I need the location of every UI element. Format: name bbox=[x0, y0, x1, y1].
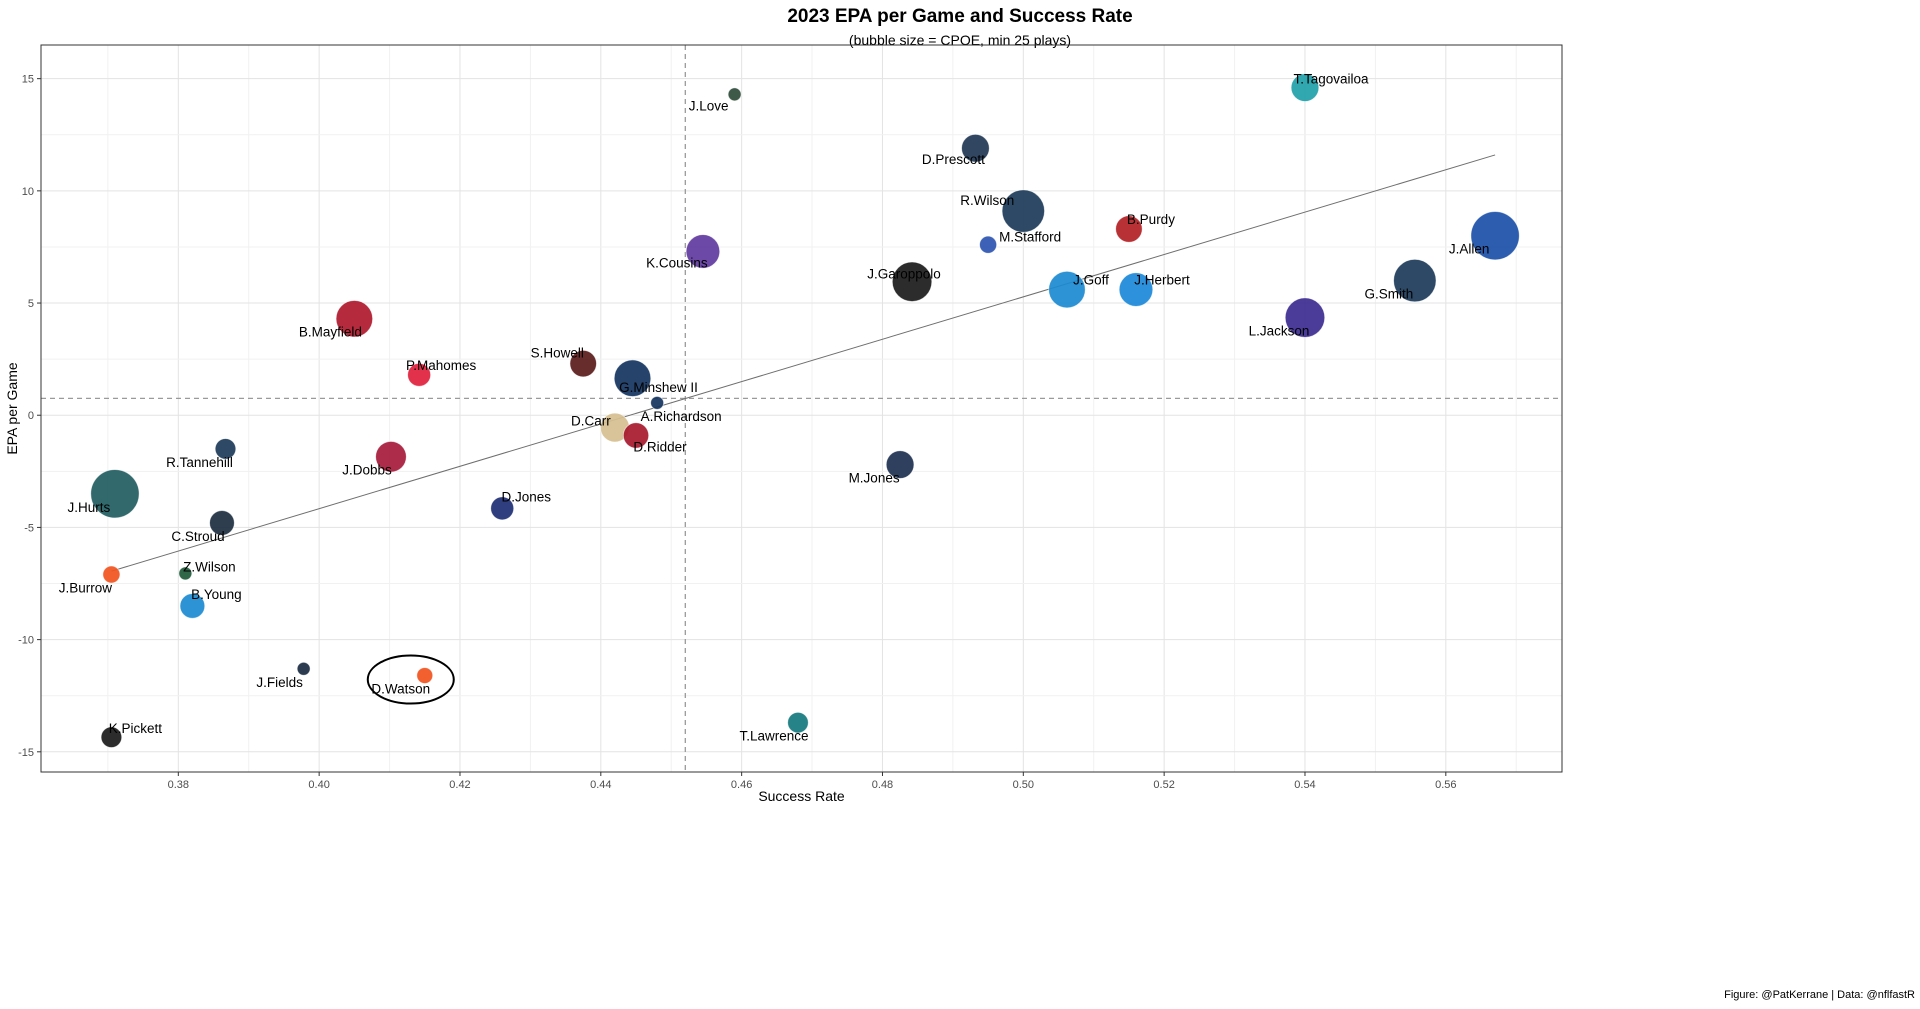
label-z-wilson: Z.Wilson bbox=[183, 559, 236, 574]
label-t-lawrence: T.Lawrence bbox=[739, 729, 808, 744]
chart-subtitle: (bubble size = CPOE, min 25 plays) bbox=[848, 32, 1072, 48]
label-d-carr: D.Carr bbox=[571, 414, 611, 429]
point-d-watson bbox=[416, 667, 434, 684]
y-tick-label: 10 bbox=[22, 186, 34, 198]
highlight-ellipse bbox=[366, 654, 455, 705]
label-j-goff: J.Goff bbox=[1073, 273, 1109, 288]
point-j-goff bbox=[1048, 270, 1086, 309]
point-a-richardson bbox=[650, 396, 665, 410]
y-tick-label: 15 bbox=[22, 74, 34, 86]
label-j-love: J.Love bbox=[689, 98, 729, 113]
y-tick-label: -10 bbox=[18, 635, 34, 647]
point-d-prescott bbox=[961, 133, 990, 163]
label-g-minshew-ii: G.Minshew II bbox=[619, 380, 698, 395]
point-j-dobbs bbox=[375, 441, 407, 473]
point-d-ridder bbox=[622, 422, 650, 449]
grid bbox=[41, 45, 1562, 772]
y-tick-label: -5 bbox=[24, 522, 34, 534]
label-d-jones: D.Jones bbox=[501, 489, 551, 504]
point-j-fields bbox=[296, 661, 311, 676]
panel-border bbox=[40, 44, 1563, 773]
label-r-wilson: R.Wilson bbox=[960, 193, 1014, 208]
label-b-mayfield: B.Mayfield bbox=[299, 325, 362, 340]
point-c-stroud bbox=[209, 510, 235, 536]
point-k-cousins bbox=[685, 234, 721, 269]
point-t-tagovailoa bbox=[1290, 73, 1320, 102]
label-k-pickett: K.Pickett bbox=[109, 721, 163, 736]
x-tick-label: 0.52 bbox=[1153, 779, 1174, 791]
point-b-purdy bbox=[1115, 215, 1143, 243]
point-j-love bbox=[727, 87, 742, 102]
label-j-dobbs: J.Dobbs bbox=[342, 463, 392, 478]
point-s-howell bbox=[569, 349, 597, 378]
label-j-fields: J.Fields bbox=[256, 675, 303, 690]
label-d-ridder: D.Ridder bbox=[633, 439, 687, 454]
x-tick-label: 0.46 bbox=[731, 779, 752, 791]
trend-line bbox=[111, 154, 1496, 572]
label-d-prescott: D.Prescott bbox=[922, 152, 985, 167]
point-d-jones bbox=[490, 496, 515, 521]
label-c-stroud: C.Stroud bbox=[171, 529, 224, 544]
x-tick-label: 0.40 bbox=[308, 779, 329, 791]
point-p-mahomes bbox=[407, 362, 432, 387]
trend-line-group bbox=[111, 154, 1496, 572]
label-j-burrow: J.Burrow bbox=[59, 581, 113, 596]
label-b-young: B.Young bbox=[191, 587, 242, 602]
point-j-hurts bbox=[90, 469, 140, 519]
label-j-hurts: J.Hurts bbox=[68, 500, 111, 515]
point-j-burrow bbox=[102, 565, 121, 584]
x-axis-title: Success Rate bbox=[758, 788, 845, 804]
point-j-herbert bbox=[1118, 272, 1154, 307]
label-a-richardson: A.Richardson bbox=[641, 409, 722, 424]
x-tick-label: 0.42 bbox=[449, 779, 470, 791]
label-k-cousins: K.Cousins bbox=[646, 255, 708, 270]
label-j-herbert: J.Herbert bbox=[1134, 273, 1190, 288]
point-j-garoppolo bbox=[891, 261, 933, 302]
highlight bbox=[366, 654, 455, 705]
label-j-garoppolo: J.Garoppolo bbox=[867, 267, 941, 282]
y-tick-label: 5 bbox=[28, 298, 34, 310]
point-k-pickett bbox=[100, 726, 123, 748]
label-g-smith: G.Smith bbox=[1364, 287, 1413, 302]
y-tick-label: 0 bbox=[28, 410, 34, 422]
label-m-jones: M.Jones bbox=[849, 471, 900, 486]
label-r-tannehill: R.Tannehill bbox=[166, 455, 233, 470]
point-z-wilson bbox=[178, 566, 193, 581]
x-tick-label: 0.50 bbox=[1013, 779, 1034, 791]
point-b-young bbox=[179, 593, 206, 619]
x-tick-label: 0.48 bbox=[872, 779, 893, 791]
point-g-minshew-ii bbox=[613, 359, 652, 397]
label-j-allen: J.Allen bbox=[1449, 242, 1490, 257]
point-labels: T.Tagovailoa J.Love D.Prescott R.Wilson B.Pu… bbox=[59, 72, 1490, 744]
label-d-watson: D.Watson bbox=[371, 682, 430, 697]
points bbox=[90, 73, 1520, 748]
x-tick-label: 0.56 bbox=[1435, 779, 1456, 791]
label-s-howell: S.Howell bbox=[531, 346, 584, 361]
point-l-jackson bbox=[1284, 297, 1326, 338]
chart-title: 2023 EPA per Game and Success Rate bbox=[787, 6, 1133, 27]
label-t-tagovailoa: T.Tagovailoa bbox=[1293, 72, 1369, 87]
reference-lines bbox=[41, 45, 1562, 772]
axis-ticks: 0.38 0.40 0.42 0.44 0.46 0.48 0.50 0.52 0.54 0.56… bbox=[18, 74, 1456, 791]
y-axis-title: EPA per Game bbox=[4, 362, 20, 455]
point-r-tannehill bbox=[214, 438, 237, 460]
point-b-mayfield bbox=[335, 300, 374, 338]
label-m-stafford: M.Stafford bbox=[999, 230, 1061, 245]
point-j-allen bbox=[1470, 211, 1520, 261]
point-g-smith bbox=[1393, 258, 1437, 303]
label-l-jackson: L.Jackson bbox=[1249, 324, 1310, 339]
label-b-purdy: B.Purdy bbox=[1127, 212, 1175, 227]
x-tick-label: 0.44 bbox=[590, 779, 611, 791]
x-tick-label: 0.38 bbox=[168, 779, 189, 791]
x-tick-label: 0.54 bbox=[1294, 779, 1315, 791]
label-p-mahomes: P.Mahomes bbox=[406, 358, 477, 373]
point-m-stafford bbox=[979, 235, 998, 254]
y-tick-label: -15 bbox=[18, 747, 34, 759]
point-t-lawrence bbox=[787, 711, 809, 734]
chart-caption: Figure: @PatKerrane | Data: @nflfastR bbox=[1724, 989, 1915, 1001]
point-m-jones bbox=[885, 450, 915, 479]
point-r-wilson bbox=[1001, 189, 1045, 233]
